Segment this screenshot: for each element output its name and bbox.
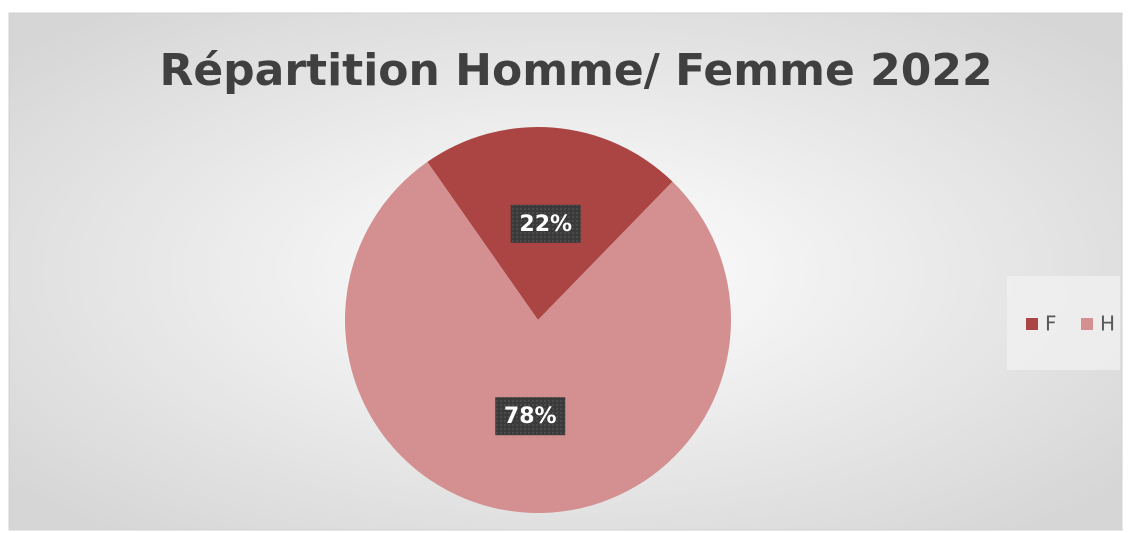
data-label: 22% (519, 212, 572, 237)
legend-label: F (1045, 312, 1057, 336)
data-label-box (495, 397, 566, 436)
data-label: 78% (504, 404, 557, 429)
pie-slice (345, 161, 731, 514)
chart-title: Répartition Homme/ Femme 2022 (159, 45, 992, 96)
data-label-box (510, 204, 581, 243)
legend-swatch (1081, 318, 1093, 330)
legend-box (1007, 276, 1120, 370)
legend-swatch (1026, 318, 1038, 330)
legend-label: H (1100, 312, 1115, 336)
